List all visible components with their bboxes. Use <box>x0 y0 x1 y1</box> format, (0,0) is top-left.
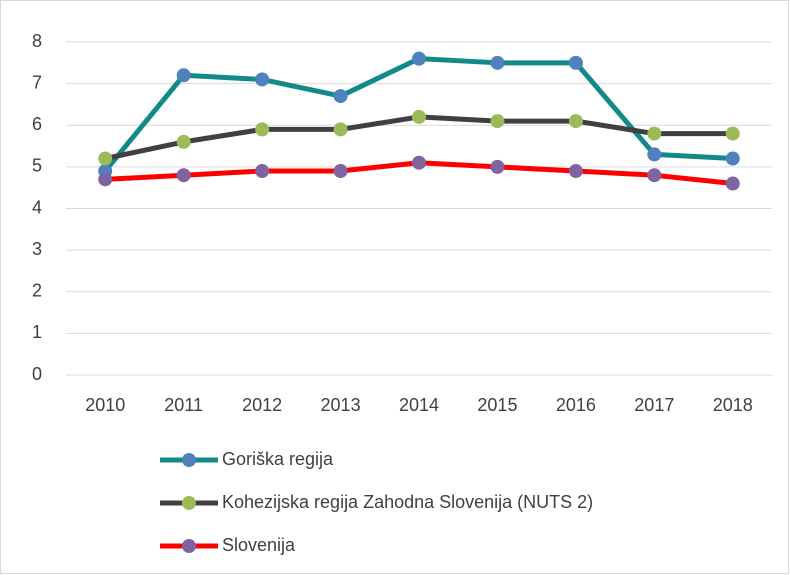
point-marker <box>490 55 505 70</box>
x-tick-label: 2016 <box>556 395 596 415</box>
legend-label: Goriška regija <box>222 449 334 469</box>
point-marker <box>98 151 113 166</box>
x-tick-label: 2013 <box>321 395 361 415</box>
point-marker <box>176 134 191 149</box>
point-marker <box>490 159 505 174</box>
y-tick-label: 8 <box>32 31 42 51</box>
x-tick-label: 2015 <box>477 395 517 415</box>
y-tick-label: 7 <box>32 72 42 92</box>
point-marker <box>255 122 270 137</box>
point-marker <box>568 114 583 129</box>
point-marker <box>333 164 348 179</box>
point-marker <box>412 155 426 170</box>
y-tick-label: 6 <box>32 114 42 134</box>
point-marker <box>725 176 740 191</box>
legend-marker <box>182 496 196 510</box>
point-marker <box>255 164 270 179</box>
x-tick-label: 2014 <box>399 395 439 415</box>
point-marker <box>176 68 191 83</box>
y-tick-label: 4 <box>32 197 42 217</box>
point-marker <box>176 168 191 183</box>
point-marker <box>412 109 426 124</box>
point-marker <box>490 114 505 129</box>
point-marker <box>98 172 113 187</box>
y-tick-label: 5 <box>32 156 42 176</box>
point-marker <box>725 151 740 166</box>
point-marker <box>333 89 348 104</box>
y-tick-label: 2 <box>32 281 42 301</box>
point-marker <box>333 122 348 137</box>
x-tick-label: 2012 <box>242 395 282 415</box>
legend-marker <box>182 539 196 553</box>
legend-label: Slovenija <box>222 535 296 555</box>
point-marker <box>568 164 583 179</box>
point-marker <box>725 126 740 141</box>
point-marker <box>568 55 583 70</box>
point-marker <box>412 51 426 66</box>
x-tick-label: 2017 <box>634 395 674 415</box>
x-tick-label: 2011 <box>164 395 203 415</box>
y-tick-label: 3 <box>32 239 42 259</box>
point-marker <box>647 126 662 141</box>
y-tick-label: 0 <box>32 364 42 384</box>
legend-label: Kohezijska regija Zahodna Slovenija (NUT… <box>222 492 593 512</box>
x-tick-label: 2010 <box>85 395 125 415</box>
point-marker <box>647 147 662 162</box>
point-marker <box>255 72 270 87</box>
x-tick-label: 2018 <box>713 395 753 415</box>
y-tick-label: 1 <box>32 322 42 342</box>
point-marker <box>647 168 662 183</box>
legend-marker <box>182 453 196 467</box>
